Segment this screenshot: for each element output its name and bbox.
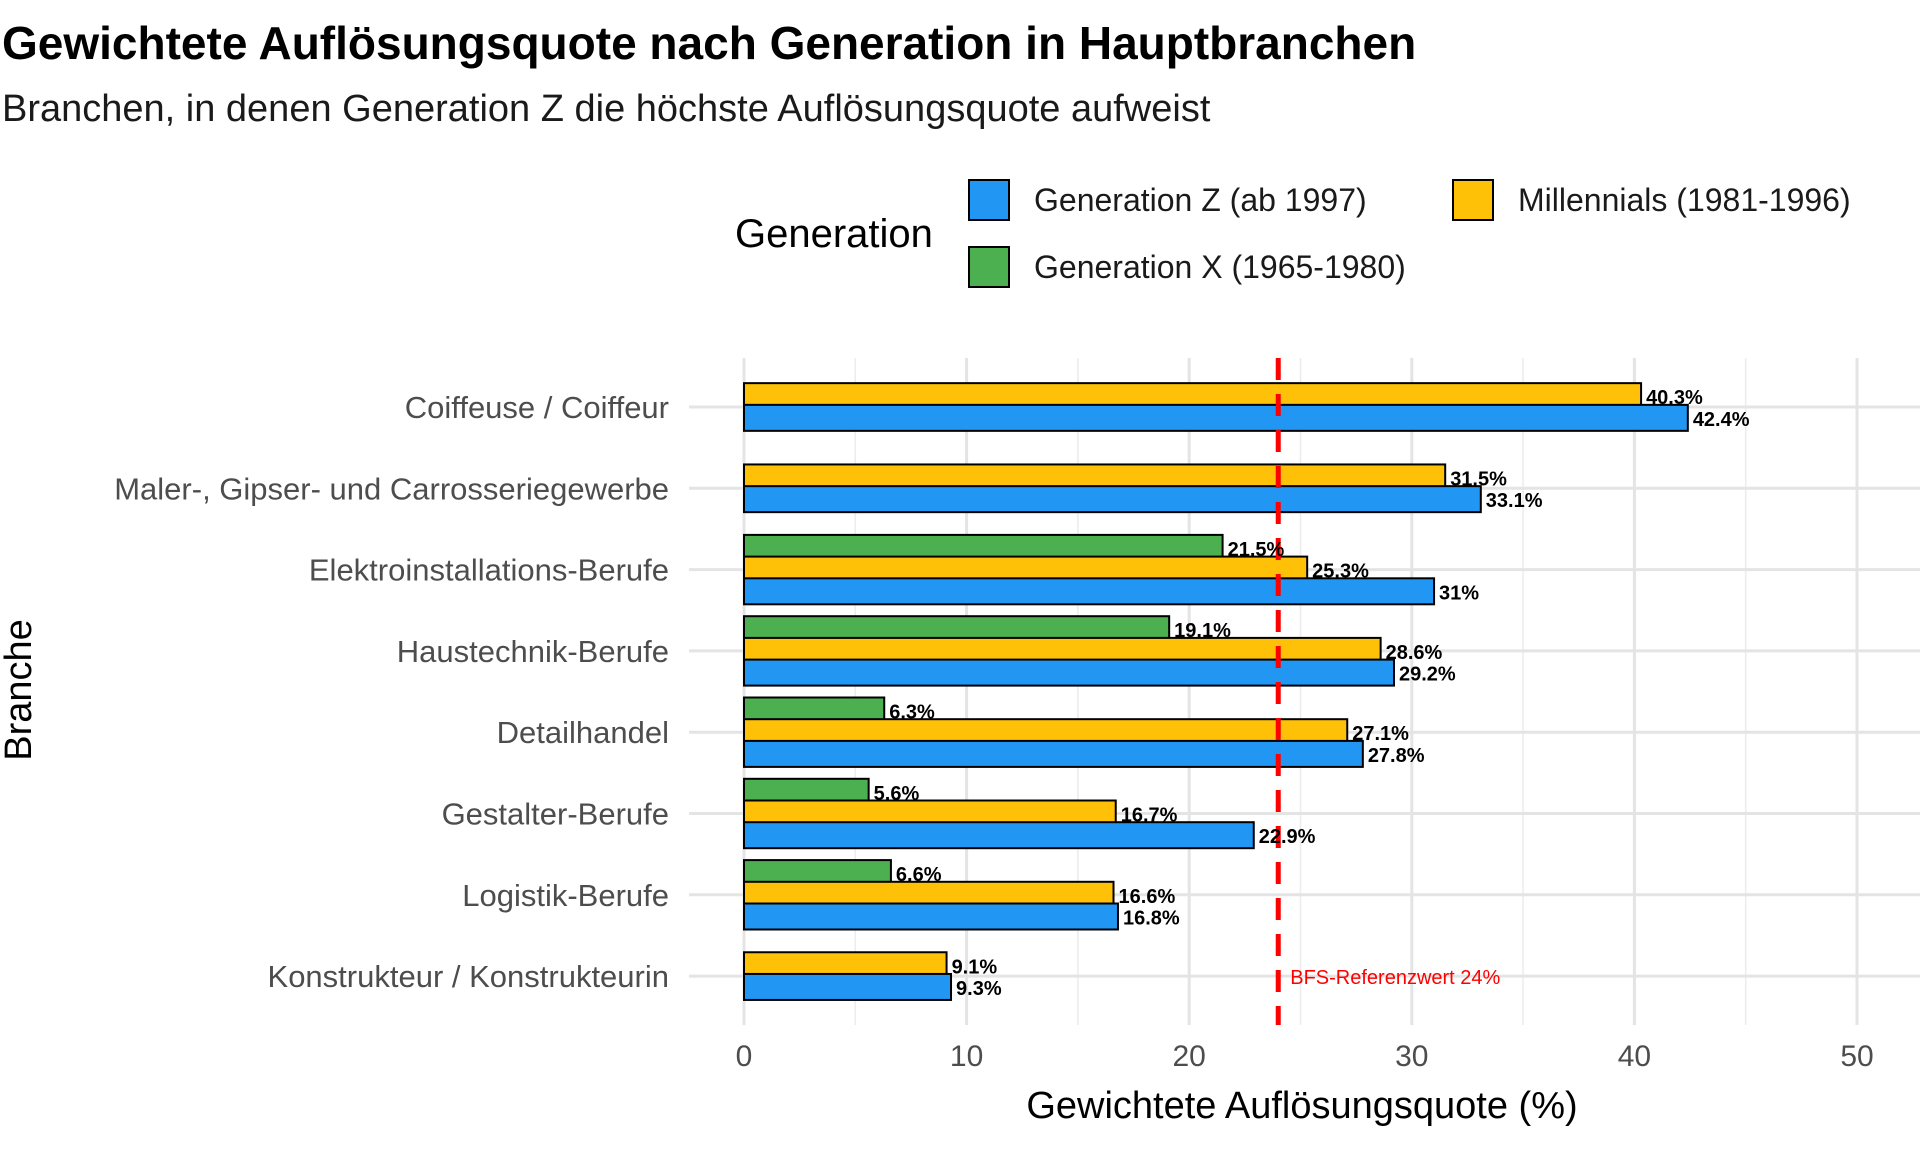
y-axis: Coiffeuse / Coiffeur Maler-, Gipser- und …	[114, 390, 669, 994]
bar-value-label: 28.6%	[1386, 642, 1443, 664]
y-category-label-logistik-berufe: Logistik-Berufe	[462, 878, 669, 913]
x-axis-title: Gewichtete Auflösungsquote (%)	[1026, 1085, 1577, 1127]
bars	[743, 382, 1689, 1001]
bar-value-label: 16.7%	[1121, 805, 1178, 827]
bar-value-label: 25.3%	[1312, 561, 1369, 583]
bar-value-label: 42.4%	[1693, 409, 1750, 431]
legend-label-generation-x: Generation X (1965-1980)	[1034, 248, 1406, 285]
legend-label-millennials: Millennials (1981-1996)	[1518, 181, 1851, 218]
chart-subtitle: Branchen, in denen Generation Z die höch…	[2, 88, 1211, 130]
legend-label-generation-z: Generation Z (ab 1997)	[1034, 181, 1367, 218]
legend-item-generation-x: Generation X (1965-1980)	[968, 244, 1406, 290]
bar-value-label: 31.5%	[1450, 468, 1507, 490]
x-tick-label: 10	[950, 1040, 983, 1073]
y-category-label-maler-gipser-und-carrosseriegewerbe: Maler-, Gipser- und Carrosseriegewerbe	[114, 471, 669, 506]
y-category-label-elektroinstallations-berufe: Elektroinstallations-Berufe	[309, 553, 669, 588]
bar-value-label: 9.1%	[952, 956, 998, 978]
bar-value-label: 6.6%	[896, 864, 942, 886]
legend-title: Generation	[735, 212, 933, 256]
x-tick-label: 0	[736, 1040, 753, 1073]
legend-item-generation-z: Generation Z (ab 1997)	[968, 177, 1367, 223]
legend-item-millennials: Millennials (1981-1996)	[1452, 177, 1851, 223]
y-category-label-detailhandel: Detailhandel	[497, 715, 669, 750]
bar-value-label: 5.6%	[874, 783, 920, 805]
y-category-label-haustechnik-berufe: Haustechnik-Berufe	[397, 634, 669, 669]
reference-line-label: BFS-Referenzwert 24%	[1290, 967, 1500, 989]
bar-labels: 40.3%42.4% 31.5%33.1% 21.5% 25.3% 31% 19.1% 28…	[874, 387, 1750, 1000]
y-category-label-gestalter-berufe: Gestalter-Berufe	[442, 797, 669, 832]
x-tick-label: 40	[1618, 1040, 1651, 1073]
bar-generation-z-ab-1997-coiffeuse-coiffeur	[743, 403, 1689, 432]
bar-generation-z-ab-1997-haustechnik-berufe	[743, 658, 1395, 687]
bar-value-label: 27.8%	[1368, 745, 1425, 767]
bar-value-label: 21.5%	[1228, 539, 1285, 561]
bar-generation-z-ab-1997-detailhandel	[743, 739, 1364, 768]
y-category-label-konstrukteur-konstrukteurin: Konstrukteur / Konstrukteurin	[268, 959, 669, 994]
x-tick-label: 30	[1395, 1040, 1428, 1073]
legend-key-generation-z	[968, 179, 1010, 221]
legend-key-generation-x	[968, 246, 1010, 288]
bar-generation-z-ab-1997-konstrukteur-konstrukteurin	[743, 972, 953, 1001]
chart-title: Gewichtete Auflösungsquote nach Generati…	[2, 17, 1417, 69]
bar-value-label: 31%	[1439, 582, 1479, 604]
bar-value-label: 27.1%	[1352, 723, 1409, 745]
bar-value-label: 9.3%	[956, 978, 1002, 1000]
bar-generation-z-ab-1997-elektroinstallations-berufe	[743, 577, 1436, 606]
bar-value-label: 33.1%	[1486, 490, 1543, 512]
legend: Generation Generation Z (ab 1997) Millen…	[730, 170, 1910, 300]
bar-generation-z-ab-1997-maler-gipser-und-carrosseriegewerbe	[743, 485, 1482, 514]
bar-generation-z-ab-1997-gestalter-berufe	[743, 821, 1255, 850]
bar-value-label: 16.6%	[1119, 886, 1176, 908]
x-tick-label: 50	[1840, 1040, 1873, 1073]
x-axis: 0 10 20 30 40 50	[736, 1040, 1874, 1073]
bar-value-label: 29.2%	[1399, 664, 1456, 686]
legend-key-millennials	[1452, 179, 1494, 221]
bar-value-label: 16.8%	[1123, 908, 1180, 930]
bar-value-label: 40.3%	[1646, 387, 1703, 409]
bar-value-label: 6.3%	[889, 702, 935, 724]
y-axis-title: Branche	[0, 619, 40, 761]
x-tick-label: 20	[1173, 1040, 1206, 1073]
bar-value-label: 19.1%	[1174, 620, 1231, 642]
bar-value-label: 22.9%	[1259, 826, 1316, 848]
y-category-label-coiffeuse-coiffeur: Coiffeuse / Coiffeur	[405, 390, 669, 425]
bar-generation-z-ab-1997-logistik-berufe	[743, 902, 1119, 931]
